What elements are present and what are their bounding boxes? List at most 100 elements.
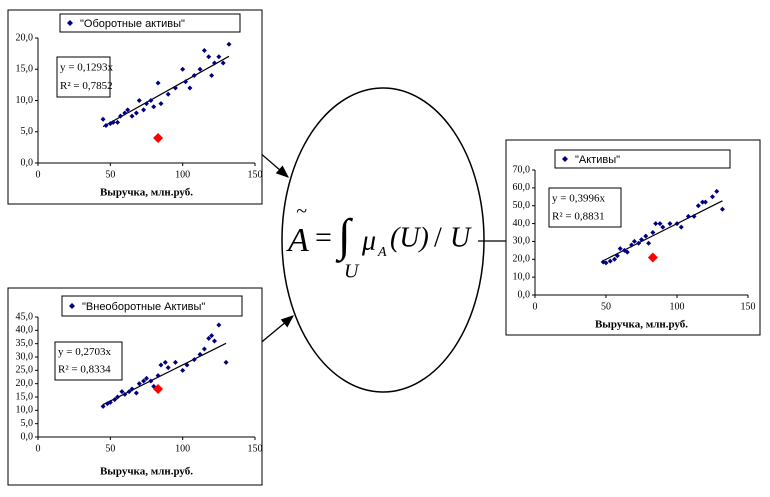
data-point [719, 206, 725, 212]
formula-den: U [450, 222, 472, 253]
x-tick-label: 100 [175, 443, 190, 454]
data-point [657, 221, 663, 227]
data-point [678, 224, 684, 230]
data-point [197, 351, 203, 357]
data-point [629, 242, 635, 248]
trend-r2: R² = 0,8831 [552, 210, 605, 222]
data-point [209, 333, 215, 339]
y-tick-label: 15,0 [16, 64, 34, 75]
data-point [700, 199, 706, 205]
data-point [100, 116, 106, 122]
data-point [639, 237, 644, 243]
data-point [636, 240, 642, 246]
y-tick-label: 0,0 [518, 289, 531, 300]
data-point [691, 213, 697, 219]
y-tick-label: 30,0 [513, 236, 531, 247]
data-point [650, 230, 656, 235]
data-point [211, 60, 217, 66]
data-point [133, 110, 139, 116]
x-tick-label: 50 [601, 301, 611, 312]
x-tick-label: 0 [36, 169, 41, 180]
data-point [112, 397, 118, 403]
data-point [206, 54, 212, 60]
formula-lhs: A [286, 222, 309, 259]
highlight-point [153, 384, 164, 394]
trend-label-box [54, 341, 123, 381]
chart-frame [7, 287, 263, 486]
data-point [710, 194, 715, 200]
data-point [180, 66, 186, 72]
data-point [631, 238, 637, 244]
data-point [612, 256, 618, 262]
data-point [119, 389, 125, 395]
highlight-point [647, 252, 658, 263]
x-axis-label: Выручка, млн.руб. [100, 466, 193, 478]
data-point [115, 394, 121, 400]
y-tick-label: 10,0 [16, 95, 34, 106]
y-tick-label: 50,0 [513, 200, 531, 211]
x-tick-label: 0 [533, 301, 538, 312]
data-point [216, 54, 222, 60]
data-point [148, 98, 154, 103]
data-point [148, 378, 154, 384]
data-point [136, 98, 142, 103]
legend-marker [562, 156, 568, 162]
data-point [172, 85, 178, 91]
data-point [226, 41, 232, 47]
trend-label-box [548, 187, 622, 228]
data-point [209, 73, 215, 78]
data-point [624, 249, 630, 255]
data-point [172, 359, 178, 365]
data-point [191, 73, 197, 78]
data-point [107, 399, 113, 405]
x-tick-label: 150 [248, 443, 263, 454]
x-tick-label: 150 [741, 301, 756, 312]
data-point [184, 362, 190, 368]
x-tick-label: 100 [670, 301, 685, 312]
ellipse [281, 87, 485, 393]
x-tick-label: 50 [105, 169, 115, 180]
legend-marker [67, 20, 73, 26]
data-point [155, 373, 161, 379]
data-point [122, 391, 128, 397]
y-tick-label: 15,0 [16, 391, 34, 402]
y-tick-label: 70,0 [513, 164, 531, 175]
data-point [643, 233, 649, 239]
data-point [674, 221, 680, 227]
data-point [129, 113, 135, 119]
x-tick-label: 150 [248, 169, 263, 180]
trend-r2: R² = 0,7852 [60, 80, 113, 92]
data-point [129, 386, 135, 392]
formula-eq: = [315, 221, 332, 254]
data-point [126, 389, 132, 395]
formula-mu: μ [361, 225, 376, 256]
data-point [685, 213, 691, 219]
data-point [695, 203, 701, 209]
data-point [191, 357, 197, 363]
data-point [660, 224, 666, 230]
trendline [102, 55, 230, 128]
data-point [136, 381, 142, 387]
data-point [220, 60, 226, 66]
data-point [100, 403, 106, 409]
data-point [617, 246, 623, 252]
formula-lower: U [344, 261, 360, 283]
data-point [151, 104, 157, 110]
y-tick-label: 60,0 [513, 182, 531, 193]
legend-marker [69, 303, 75, 309]
data-point [165, 91, 171, 97]
highlight-point [153, 133, 164, 143]
y-tick-label: 10,0 [16, 405, 34, 416]
formula-mu-sub: A [377, 245, 387, 260]
x-tick-label: 100 [175, 169, 190, 180]
trend-r2: R² = 0,8334 [58, 364, 111, 376]
y-tick-label: 40,0 [513, 218, 531, 229]
data-point [155, 80, 161, 86]
data-point [653, 221, 659, 227]
data-point [614, 253, 620, 259]
legend-box [61, 295, 243, 317]
y-tick-label: 20,0 [513, 254, 531, 265]
legend-box [554, 149, 731, 169]
data-point [607, 258, 613, 264]
